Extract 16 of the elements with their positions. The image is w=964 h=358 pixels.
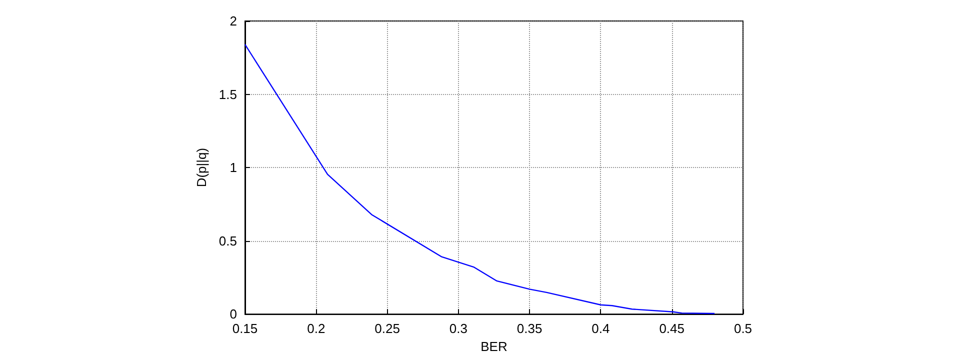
line-series — [244, 44, 716, 314]
x-tick-label: 0.5 — [734, 321, 752, 336]
x-tick-label: 0.45 — [659, 321, 685, 336]
x-tick-label: 0.35 — [516, 321, 542, 336]
y-tick-label: 2 — [230, 14, 237, 28]
x-tick-label: 0.4 — [592, 321, 610, 336]
x-axis-title: BER — [480, 339, 508, 354]
y-tick-label: 1 — [230, 160, 237, 176]
x-tick-label: 0.25 — [374, 321, 400, 336]
y-tick-label: 0.5 — [218, 233, 237, 248]
x-tick-label: 0.15 — [232, 321, 258, 336]
y-tick-label: 0 — [230, 306, 237, 322]
y-tick-label: 1.5 — [218, 86, 237, 102]
x-tick-label: 0.2 — [307, 321, 326, 336]
y-axis-title: D(p||q) — [194, 148, 210, 188]
x-tick-label: 0.3 — [449, 321, 468, 336]
